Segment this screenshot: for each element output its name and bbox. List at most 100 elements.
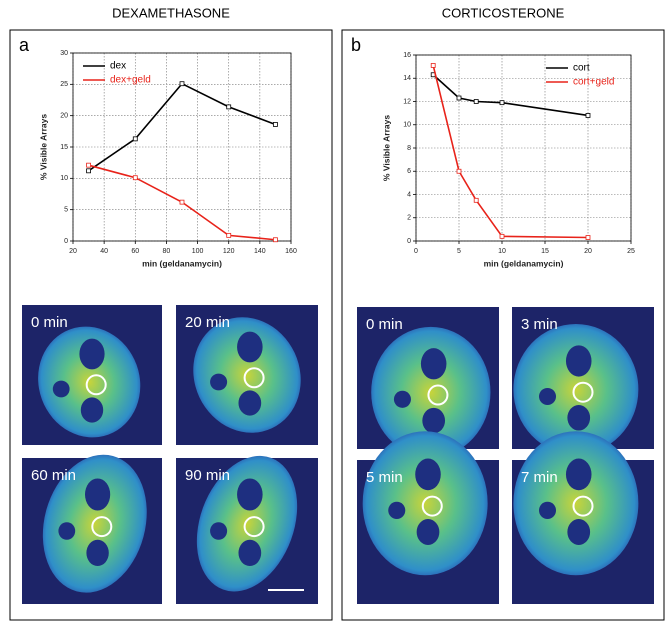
y-tick-label: 5 xyxy=(64,207,68,214)
nucleolus xyxy=(565,345,592,377)
micrograph: 60 min xyxy=(22,454,162,604)
nucleolus xyxy=(237,331,263,363)
y-tick-label: 20 xyxy=(60,113,68,120)
nucleus xyxy=(513,324,639,455)
panel-letter: a xyxy=(19,35,30,55)
y-tick-label: 25 xyxy=(60,81,68,88)
legend-label: dex xyxy=(110,61,126,72)
y-axis-label: % Visible Arrays xyxy=(38,114,48,180)
array-marker xyxy=(243,367,265,389)
array-marker xyxy=(572,495,594,517)
data-point xyxy=(226,232,232,238)
micrograph: 90 min xyxy=(176,455,318,604)
image-label: 0 min xyxy=(366,316,403,333)
panel-frame xyxy=(341,29,665,621)
y-tick-label: 8 xyxy=(407,145,411,152)
array-marker xyxy=(85,374,107,396)
nucleolus xyxy=(80,397,104,423)
nucleus xyxy=(371,326,491,458)
data-point xyxy=(456,168,462,174)
y-tick-label: 10 xyxy=(60,175,68,182)
nucleus xyxy=(513,431,639,576)
x-tick-label: 15 xyxy=(541,248,549,255)
nucleolus xyxy=(393,390,411,408)
series-line xyxy=(432,74,589,117)
data-point xyxy=(585,235,591,240)
nucleolus xyxy=(238,539,262,567)
x-tick-label: 0 xyxy=(414,248,418,255)
image-label: 20 min xyxy=(185,314,230,331)
nucleolus xyxy=(238,390,262,416)
x-tick-label: 120 xyxy=(223,248,235,255)
x-tick-label: 140 xyxy=(254,248,266,255)
nucleolus xyxy=(237,478,263,511)
array-marker xyxy=(427,384,449,406)
nucleolus xyxy=(567,404,591,431)
panel-letter: b xyxy=(351,35,361,55)
data-point xyxy=(132,136,138,142)
image-label: 5 min xyxy=(366,469,403,486)
nucleus xyxy=(42,454,147,593)
data-point xyxy=(473,197,479,203)
legend-label: cort+geld xyxy=(573,77,614,88)
data-point xyxy=(499,233,505,239)
x-axis-label: min (geldanamycin) xyxy=(142,258,222,268)
y-tick-label: 14 xyxy=(403,75,411,82)
nucleolus xyxy=(565,458,592,491)
x-tick-label: 80 xyxy=(163,248,171,255)
image-label: 60 min xyxy=(31,467,76,484)
micrograph: 5 min xyxy=(357,431,499,604)
nucleolus xyxy=(210,373,228,391)
x-tick-label: 5 xyxy=(457,248,461,255)
micrograph: 0 min xyxy=(357,307,499,458)
y-tick-label: 30 xyxy=(60,50,68,57)
nucleus xyxy=(38,326,141,438)
y-tick-label: 0 xyxy=(64,238,68,245)
y-tick-label: 10 xyxy=(403,122,411,129)
panel-frame xyxy=(9,29,333,621)
legend-label: dex+geld xyxy=(110,75,151,86)
nucleolus xyxy=(388,501,406,520)
x-tick-label: 10 xyxy=(498,248,506,255)
x-tick-label: 60 xyxy=(131,248,139,255)
nucleolus xyxy=(422,407,446,434)
panel-heading: DEXAMETHASONE xyxy=(112,5,230,20)
x-tick-label: 20 xyxy=(584,248,592,255)
panel-heading: CORTICOSTERONE xyxy=(442,5,565,20)
array-marker xyxy=(572,381,594,403)
data-point xyxy=(473,99,479,104)
nucleolus xyxy=(52,380,70,398)
nucleolus xyxy=(415,458,441,491)
plot-frame xyxy=(72,52,292,242)
y-tick-label: 16 xyxy=(403,52,411,59)
nucleolus xyxy=(420,348,447,380)
nucleolus xyxy=(538,501,557,520)
x-tick-label: 100 xyxy=(192,248,204,255)
data-point xyxy=(179,81,185,87)
micrograph: 0 min xyxy=(22,305,162,445)
y-tick-label: 0 xyxy=(407,238,411,245)
array-marker xyxy=(243,516,265,538)
nucleolus xyxy=(210,522,228,540)
series-line xyxy=(88,82,276,172)
micrograph: 3 min xyxy=(512,307,654,455)
nucleolus xyxy=(85,478,111,511)
data-point xyxy=(226,104,232,110)
data-point xyxy=(132,175,138,181)
data-point xyxy=(456,95,462,101)
nucleolus xyxy=(416,519,440,545)
data-point xyxy=(86,162,91,168)
array-marker xyxy=(421,495,443,517)
image-label: 3 min xyxy=(521,316,558,333)
data-point xyxy=(273,237,278,243)
image-label: 90 min xyxy=(185,467,230,484)
x-axis-label: min (geldanamycin) xyxy=(484,258,564,268)
nucleus xyxy=(362,431,488,576)
y-tick-label: 6 xyxy=(407,168,411,175)
y-tick-label: 4 xyxy=(407,191,411,198)
x-tick-label: 20 xyxy=(69,248,77,255)
nucleolus xyxy=(58,522,76,540)
data-point xyxy=(273,122,278,127)
nucleus xyxy=(193,317,301,433)
nucleolus xyxy=(538,387,557,405)
